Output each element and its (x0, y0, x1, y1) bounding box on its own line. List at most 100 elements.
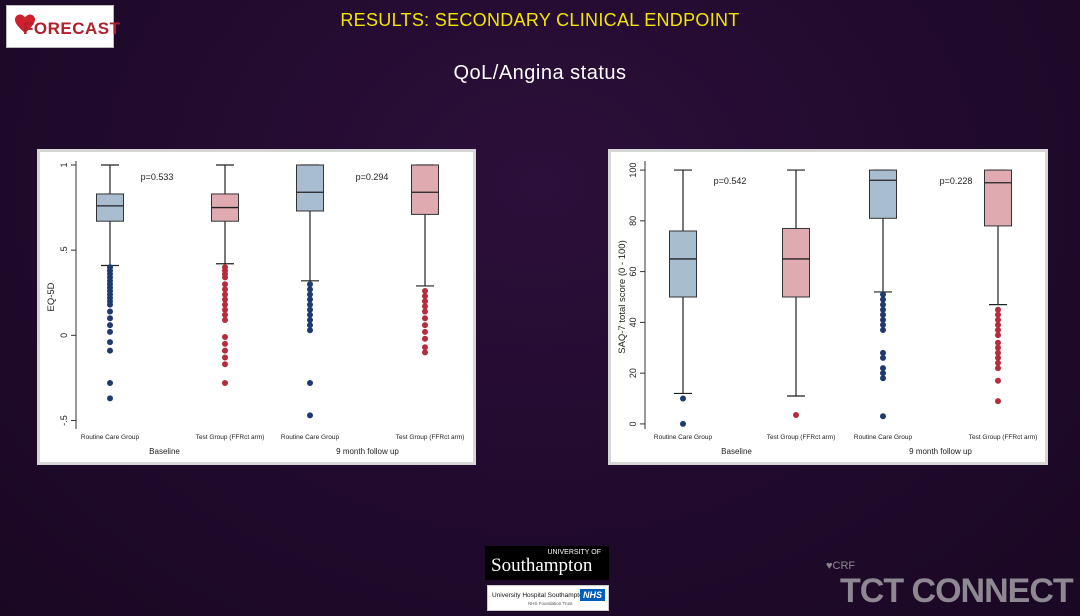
outlier-point (222, 291, 228, 298)
y-axis-title: SAQ-7 total score (0 - 100) (617, 240, 628, 354)
category-label: Routine Care Group (81, 434, 140, 441)
outlier-point (995, 354, 1001, 361)
outlier-point (995, 332, 1001, 339)
nhs-badge: NHS (579, 589, 605, 601)
outlier-point (222, 316, 228, 323)
group-label: 9 month follow up (336, 447, 399, 456)
outlier-point (107, 347, 113, 354)
p-value-label: p=0.542 (714, 176, 747, 186)
outlier-point (422, 288, 428, 295)
outlier-point (222, 306, 228, 313)
outlier-point (880, 354, 886, 361)
p-value-label: p=0.228 (940, 176, 973, 186)
iqr-box (869, 169, 897, 219)
category-label: Test Group (FFRct arm) (767, 434, 836, 441)
outlier-point (880, 311, 886, 318)
y-tick-label: .5 (59, 246, 69, 254)
outlier-point (422, 322, 428, 329)
outlier-point (422, 349, 428, 356)
outlier-point (880, 301, 886, 308)
university-name: Southampton (491, 555, 593, 576)
y-tick-label: 0 (59, 333, 69, 338)
outlier-point (880, 370, 886, 377)
outlier-point (880, 365, 886, 372)
outlier-point (422, 303, 428, 310)
outlier-point (107, 328, 113, 335)
group-label: Baseline (721, 447, 752, 456)
category-label: Test Group (FFRct arm) (969, 434, 1038, 441)
outlier-point (307, 380, 313, 387)
outlier-point (880, 321, 886, 328)
y-tick-label: 1 (59, 162, 69, 167)
outlier-point (222, 274, 228, 281)
box-test (782, 169, 810, 419)
outlier-point (222, 281, 228, 288)
iqr-box (296, 164, 324, 212)
category-label: Routine Care Group (281, 434, 340, 441)
outlier-point (222, 380, 228, 387)
outlier-point (307, 306, 313, 313)
outlier-point (995, 339, 1001, 346)
outlier-point (880, 306, 886, 313)
outlier-point (307, 286, 313, 293)
outlier-point (107, 395, 113, 402)
outlier-point (995, 398, 1001, 405)
outlier-point (307, 311, 313, 318)
box-routine (296, 164, 324, 419)
outlier-point (880, 413, 886, 420)
outlier-point (307, 281, 313, 288)
category-label: Routine Care Group (654, 434, 713, 441)
iqr-box (669, 230, 697, 298)
y-tick-label: 80 (628, 216, 638, 226)
tct-connect-logo: TCT CONNECT (840, 572, 1074, 610)
slide-title: RESULTS: SECONDARY CLINICAL ENDPOINT (340, 10, 740, 30)
outlier-point (995, 360, 1001, 366)
outlier-point (222, 347, 228, 354)
university-southampton-logo: UNIVERSITY OF Southampton (485, 546, 609, 580)
box-test (211, 164, 239, 387)
crf-logo: ♥CRF (826, 560, 855, 572)
box-test (411, 164, 439, 356)
outlier-point (307, 296, 313, 303)
outlier-point (793, 412, 799, 419)
y-axis-title: EQ-5D (46, 282, 57, 311)
outlier-point (222, 361, 228, 368)
outlier-point (422, 335, 428, 342)
outlier-point (307, 316, 313, 323)
y-tick-label: 100 (628, 163, 638, 178)
category-label: Routine Care Group (854, 434, 913, 441)
outlier-point (995, 327, 1001, 333)
crf-text: CRF (832, 560, 856, 572)
outlier-point (222, 334, 228, 341)
iqr-box (782, 227, 810, 298)
outlier-point (995, 306, 1001, 313)
box-routine (869, 169, 897, 420)
eq5d-boxplot: -.5 0 .5 1 EQ-5D Routine Care Group Test Group… (46, 161, 464, 456)
hospital-sub: NHS Foundation Trust (528, 601, 573, 606)
outlier-point (222, 340, 228, 347)
outlier-point (422, 344, 428, 351)
outlier-point (680, 395, 686, 402)
y-tick-label: 40 (628, 317, 638, 327)
group-label: 9 month follow up (909, 447, 972, 456)
outlier-point (880, 327, 886, 333)
outlier-point (680, 420, 686, 427)
outlier-point (222, 354, 228, 361)
outlier-point (880, 291, 886, 298)
p-value-label: p=0.294 (356, 172, 389, 182)
y-tick-label: 0 (628, 421, 638, 426)
outlier-point (307, 412, 313, 419)
outlier-point (880, 316, 886, 323)
outlier-point (307, 291, 313, 298)
heart-icon (15, 14, 35, 33)
outlier-point (307, 322, 313, 329)
outlier-point (422, 308, 428, 315)
outlier-point (880, 296, 886, 303)
outlier-point (107, 380, 113, 387)
outlier-point (222, 301, 228, 308)
outlier-point (422, 293, 428, 300)
iqr-box (411, 164, 439, 215)
iqr-box (984, 169, 1012, 227)
logo-text: FORECAST (23, 19, 121, 38)
outlier-point (107, 339, 113, 346)
